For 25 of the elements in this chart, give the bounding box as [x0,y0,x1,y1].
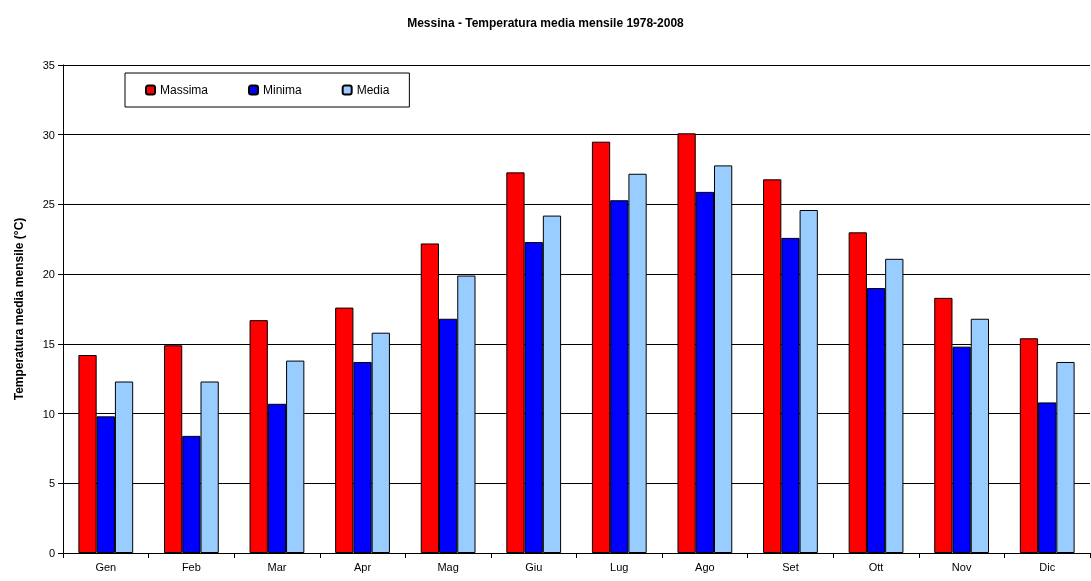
x-tick-label: Feb [181,560,201,573]
y-tick-label: 25 [42,198,55,211]
x-tick-label: Ago [695,560,715,573]
x-tick-label: Apr [353,560,372,573]
legend-label: Media [356,83,390,97]
legend-label: Minima [263,83,302,97]
chart-title: Messina - Temperatura media mensile 1978-2008 [407,16,685,30]
x-tick-label: Mar [267,560,287,573]
y-tick-label: 35 [42,59,55,71]
x-tick-label: Giu [525,560,543,573]
y-tick-label: 20 [42,268,55,281]
x-tick-label: Lug [610,560,629,573]
y-axis-title: Temperatura media mensile (°C) [12,217,26,401]
y-tick-label: 15 [42,337,55,350]
x-tick-label: Nov [951,560,972,573]
y-tick-label: 30 [42,128,55,141]
y-tick-label: 5 [48,477,55,490]
x-tick-label: Ott [868,560,884,573]
x-tick-label: Mag [437,560,459,573]
x-tick-label: Dic [1039,560,1056,573]
x-tick-label: Gen [95,560,117,573]
x-tick-label: Set [782,560,799,573]
y-tick-label: 10 [42,407,55,420]
legend-label: Massima [160,83,209,97]
y-tick-label: 0 [48,547,55,559]
